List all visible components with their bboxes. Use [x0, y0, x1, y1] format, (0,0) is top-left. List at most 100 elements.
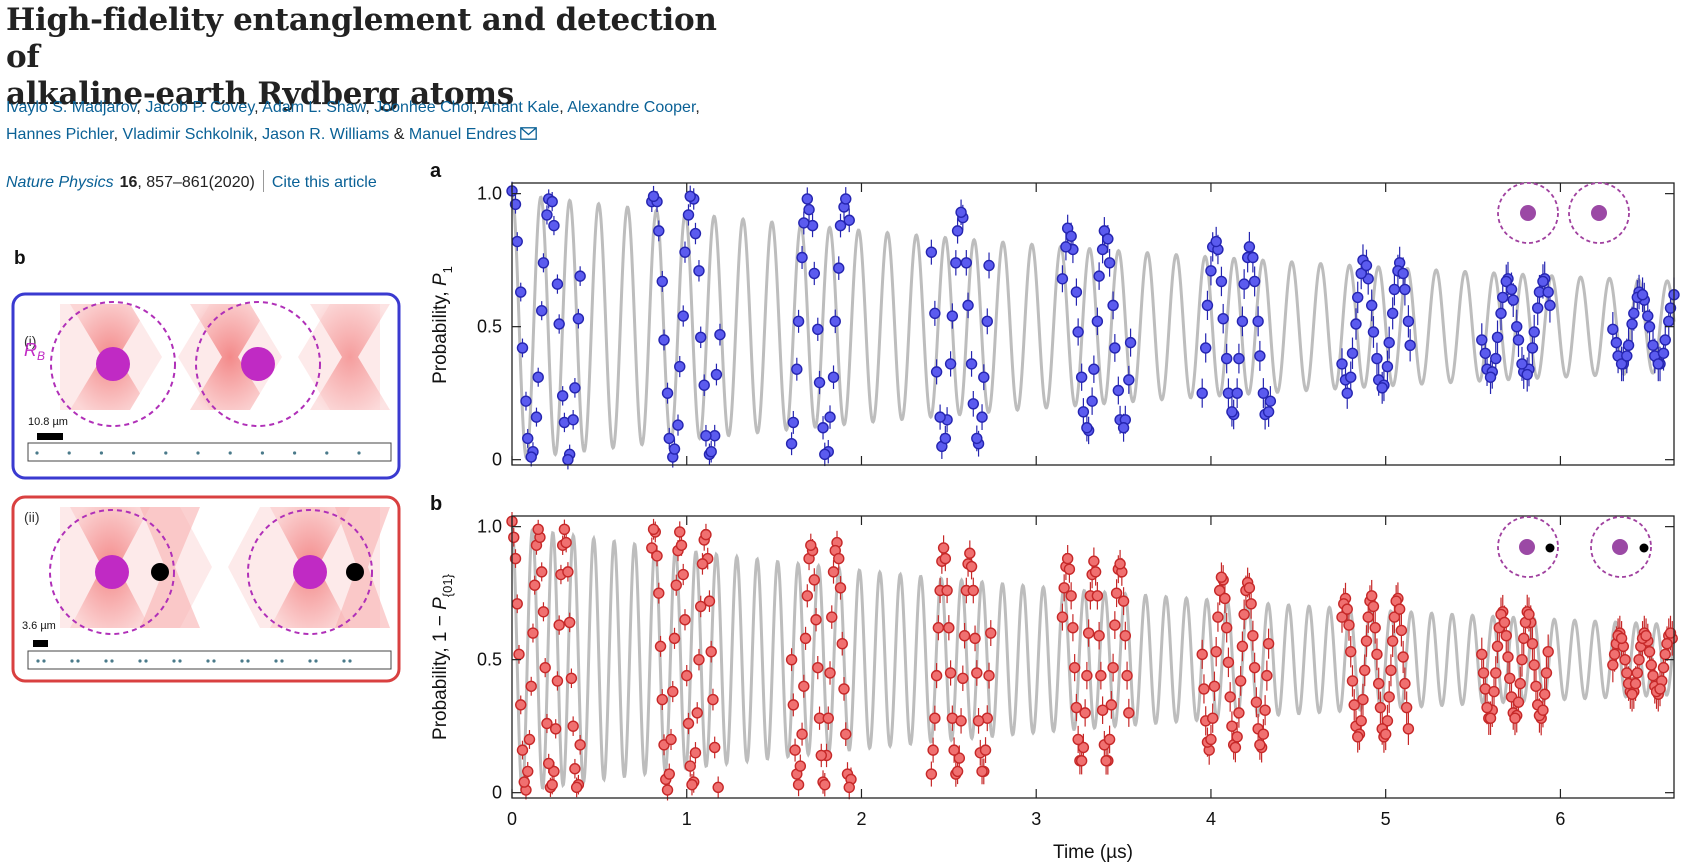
data-point: [1096, 704, 1109, 716]
author-separator: ,: [695, 99, 700, 116]
data-point: [693, 265, 705, 277]
author-link[interactable]: Jacob P. Covey: [145, 99, 255, 116]
data-point: [1359, 664, 1371, 677]
data-point: [1491, 640, 1504, 653]
data-point: [700, 430, 712, 442]
data-point: [1067, 622, 1079, 634]
data-point: [1664, 627, 1677, 639]
data-point: [1643, 320, 1656, 333]
data-point: [1495, 307, 1507, 320]
author-link[interactable]: Ivaylo S. Madjarov: [6, 99, 137, 116]
scale-bar-1: [37, 433, 63, 440]
data-point: [1664, 302, 1677, 314]
chart-a-inset: [1497, 182, 1630, 244]
author-link[interactable]: Hannes Pichler: [6, 126, 114, 143]
data-point: [808, 574, 820, 586]
author-separator: ,: [254, 99, 259, 116]
data-point: [1089, 566, 1102, 578]
inset-atom-dot: [1519, 539, 1535, 555]
data-point: [522, 432, 534, 445]
data-point: [1233, 707, 1245, 719]
data-point: [1643, 645, 1656, 658]
data-point: [1367, 600, 1380, 613]
data-point: [1336, 358, 1348, 370]
atom-image-dots-2: [36, 659, 352, 663]
data-point: [981, 315, 993, 328]
data-point: [1481, 701, 1493, 714]
author-link[interactable]: Joonhee Choi: [374, 99, 473, 116]
data-point: [787, 699, 800, 711]
data-point: [1220, 352, 1233, 365]
data-point: [1654, 683, 1666, 695]
data-point: [525, 680, 537, 692]
data-point: [527, 627, 539, 639]
author-separator: ,: [472, 99, 478, 116]
data-point: [541, 209, 553, 221]
data-point: [1093, 630, 1105, 642]
atom-dot: [95, 555, 129, 589]
author-separator: ,: [365, 99, 370, 116]
data-point: [1615, 358, 1628, 370]
data-point: [658, 334, 670, 346]
data-point: [1200, 342, 1212, 354]
data-point: [1343, 619, 1355, 631]
data-point: [1402, 723, 1415, 735]
volume: 16: [119, 174, 138, 191]
data-point: [1264, 395, 1277, 407]
strip-atom-dot: [99, 451, 103, 455]
x-tick-label: 5: [1381, 809, 1391, 829]
data-point: [1404, 339, 1416, 351]
data-point: [1397, 267, 1409, 280]
data-point: [951, 225, 964, 237]
data-point: [1345, 645, 1357, 658]
data-point: [696, 558, 709, 570]
data-point: [1210, 235, 1222, 248]
data-point: [705, 645, 717, 658]
data-point: [1619, 653, 1631, 666]
data-point: [1112, 384, 1125, 397]
author-link[interactable]: Vladimir Schkolnik: [122, 126, 254, 143]
data-point: [1247, 630, 1259, 642]
data-point: [693, 653, 705, 666]
data-point: [508, 531, 520, 543]
data-point: [950, 257, 962, 269]
author-link[interactable]: Manuel Endres: [408, 126, 517, 143]
data-point: [1243, 241, 1256, 253]
data-point: [674, 360, 686, 373]
data-point: [1341, 387, 1353, 399]
envelope-icon[interactable]: [519, 127, 537, 140]
author-link[interactable]: Adam L. Shaw: [262, 99, 366, 116]
data-point: [1628, 307, 1640, 320]
data-point: [556, 390, 569, 402]
data-point: [951, 765, 964, 778]
chart-b-ticks: 0 1 2 3 4 5 6 0 0.5 1.0: [477, 516, 1674, 829]
cite-article-link[interactable]: Cite this article: [271, 174, 377, 191]
data-point: [536, 566, 548, 578]
chart-b-inset: [1497, 516, 1652, 578]
strip-atom-dot: [246, 659, 250, 663]
data-point: [1238, 608, 1250, 621]
data-point: [654, 640, 667, 653]
data-point: [549, 723, 562, 735]
data-point: [681, 669, 693, 682]
author-link[interactable]: Jason R. Williams: [262, 126, 390, 143]
strip-atom-dot: [138, 659, 142, 663]
data-point: [937, 542, 950, 554]
journal-link[interactable]: Nature Physics: [6, 174, 114, 191]
data-point: [1540, 667, 1553, 679]
data-point: [1068, 661, 1081, 674]
author-link[interactable]: Anant Kale: [481, 99, 560, 116]
data-point: [1500, 275, 1512, 288]
data-point: [509, 198, 522, 210]
author-link[interactable]: Alexandre Cooper: [567, 99, 696, 116]
data-point: [965, 358, 978, 370]
data-point: [1379, 728, 1392, 740]
data-point: [1629, 677, 1642, 690]
data-point: [1505, 283, 1518, 296]
data-point: [1476, 648, 1488, 661]
data-point: [941, 584, 953, 597]
data-point: [672, 419, 684, 431]
data-point: [1647, 339, 1659, 351]
data-point: [1243, 582, 1256, 594]
data-point: [964, 547, 976, 559]
